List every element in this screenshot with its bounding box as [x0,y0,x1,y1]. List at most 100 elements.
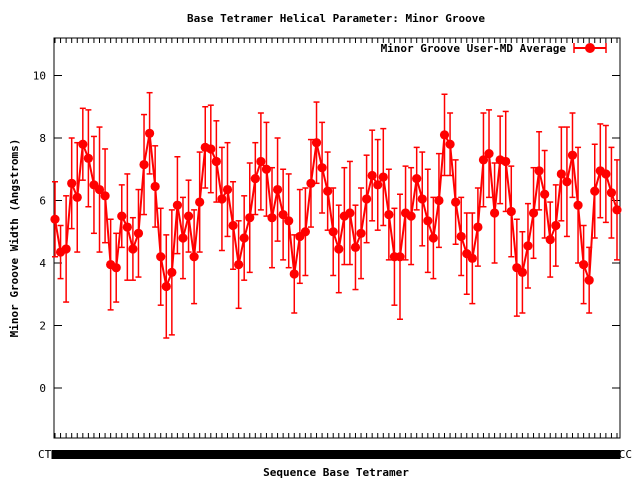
x-tick-label-glyph [79,450,87,459]
data-point [478,155,489,165]
data-point [222,184,233,195]
x-tick-label-glyph [118,450,126,459]
x-tick-label-glyph [329,450,337,459]
data-point [395,252,405,262]
data-point [417,194,427,204]
x-tick-label-glyph [335,450,343,459]
x-tick-label-glyph [413,450,421,459]
data-point [451,197,461,207]
data-point [139,159,149,170]
x-tick-label-glyph [274,450,282,459]
x-axis [51,38,621,459]
x-tick-label-glyph [129,450,137,459]
data-point [562,177,572,187]
data-point [161,281,171,292]
data-point [579,259,589,270]
x-tick-label-glyph [90,450,98,459]
data-point [250,174,260,184]
data-point [412,174,422,184]
x-tick-label-glyph [479,450,487,459]
data-point [423,216,433,226]
data-point [189,252,199,262]
data-point [300,227,310,237]
data-point [350,242,361,252]
legend: Minor Groove User-MD Average [381,42,607,55]
x-tick-label-glyph [246,450,254,459]
x-tick-label-glyph [580,450,588,459]
data-point [434,195,444,206]
x-tick-label-glyph [340,450,348,459]
data-point [245,213,255,223]
x-tick-label-glyph [435,450,443,459]
data-point [111,263,121,273]
x-tick-label-glyph [301,450,309,459]
data-point [272,184,283,195]
y-tick-label: 10 [33,70,46,83]
x-tick-label-glyph [96,450,104,459]
data-point [567,150,578,160]
data-point [439,130,450,140]
data-point [50,214,60,224]
data-point [311,138,322,148]
data-point [261,164,272,174]
data-point [211,156,221,167]
x-tick-label-glyph [318,450,326,459]
x-tick-label-glyph [162,450,170,459]
x-tick-label-glyph [602,450,610,459]
x-tick-label-glyph [279,450,287,459]
x-tick-label-glyph [557,450,565,459]
data-point [83,153,93,163]
data-points [50,128,622,292]
data-point [133,228,144,238]
x-tick-label-glyph [502,450,510,459]
data-point [267,213,277,223]
x-tick-label-glyph [307,450,315,459]
x-tick-label-glyph [390,450,398,459]
data-point [156,252,166,262]
data-point [384,209,394,220]
x-tick-label-glyph [363,450,371,459]
data-point [78,139,88,149]
data-point [117,211,127,221]
x-tick-label-glyph [212,450,220,459]
x-tick-label-glyph [513,450,521,459]
data-point [473,222,483,232]
data-point [367,170,377,181]
data-point [323,186,333,196]
x-tick-label-glyph [207,450,215,459]
x-tick-label-glyph [541,450,549,459]
x-tick-label-glyph [357,450,365,459]
data-point [72,192,82,202]
x-tick-label-glyph [240,450,248,459]
x-tick-label-glyph [285,450,293,459]
data-point [445,139,455,149]
x-tick-label-glyph [424,450,432,459]
data-point [195,197,205,207]
y-axis: 0 2 4 6 8 10 [33,70,620,395]
x-tick-label-glyph [574,450,582,459]
x-tick-label-glyph [368,450,376,459]
x-tick-label-glyph [429,450,437,459]
x-tick-label-glyph [134,450,142,459]
x-tick-label-glyph [62,450,70,459]
data-point [239,233,249,243]
x-tick-label-glyph [563,450,571,459]
x-tick-label-glyph [496,450,504,459]
data-point [122,222,132,232]
x-tick-label-glyph [196,450,204,459]
data-point [517,267,528,277]
x-tick-label-glyph [268,450,276,459]
x-tick-label-glyph [313,450,321,459]
data-point [573,200,583,210]
x-tick-label-glyph [452,450,460,459]
data-point [584,275,594,285]
data-point [306,178,316,188]
data-point [523,241,533,251]
x-tick-label-glyph [596,450,604,459]
x-tick-label-glyph [535,450,543,459]
x-tick-label-glyph [507,450,515,459]
x-tick-label-glyph [407,450,415,459]
y-tick-label: 8 [39,132,46,145]
